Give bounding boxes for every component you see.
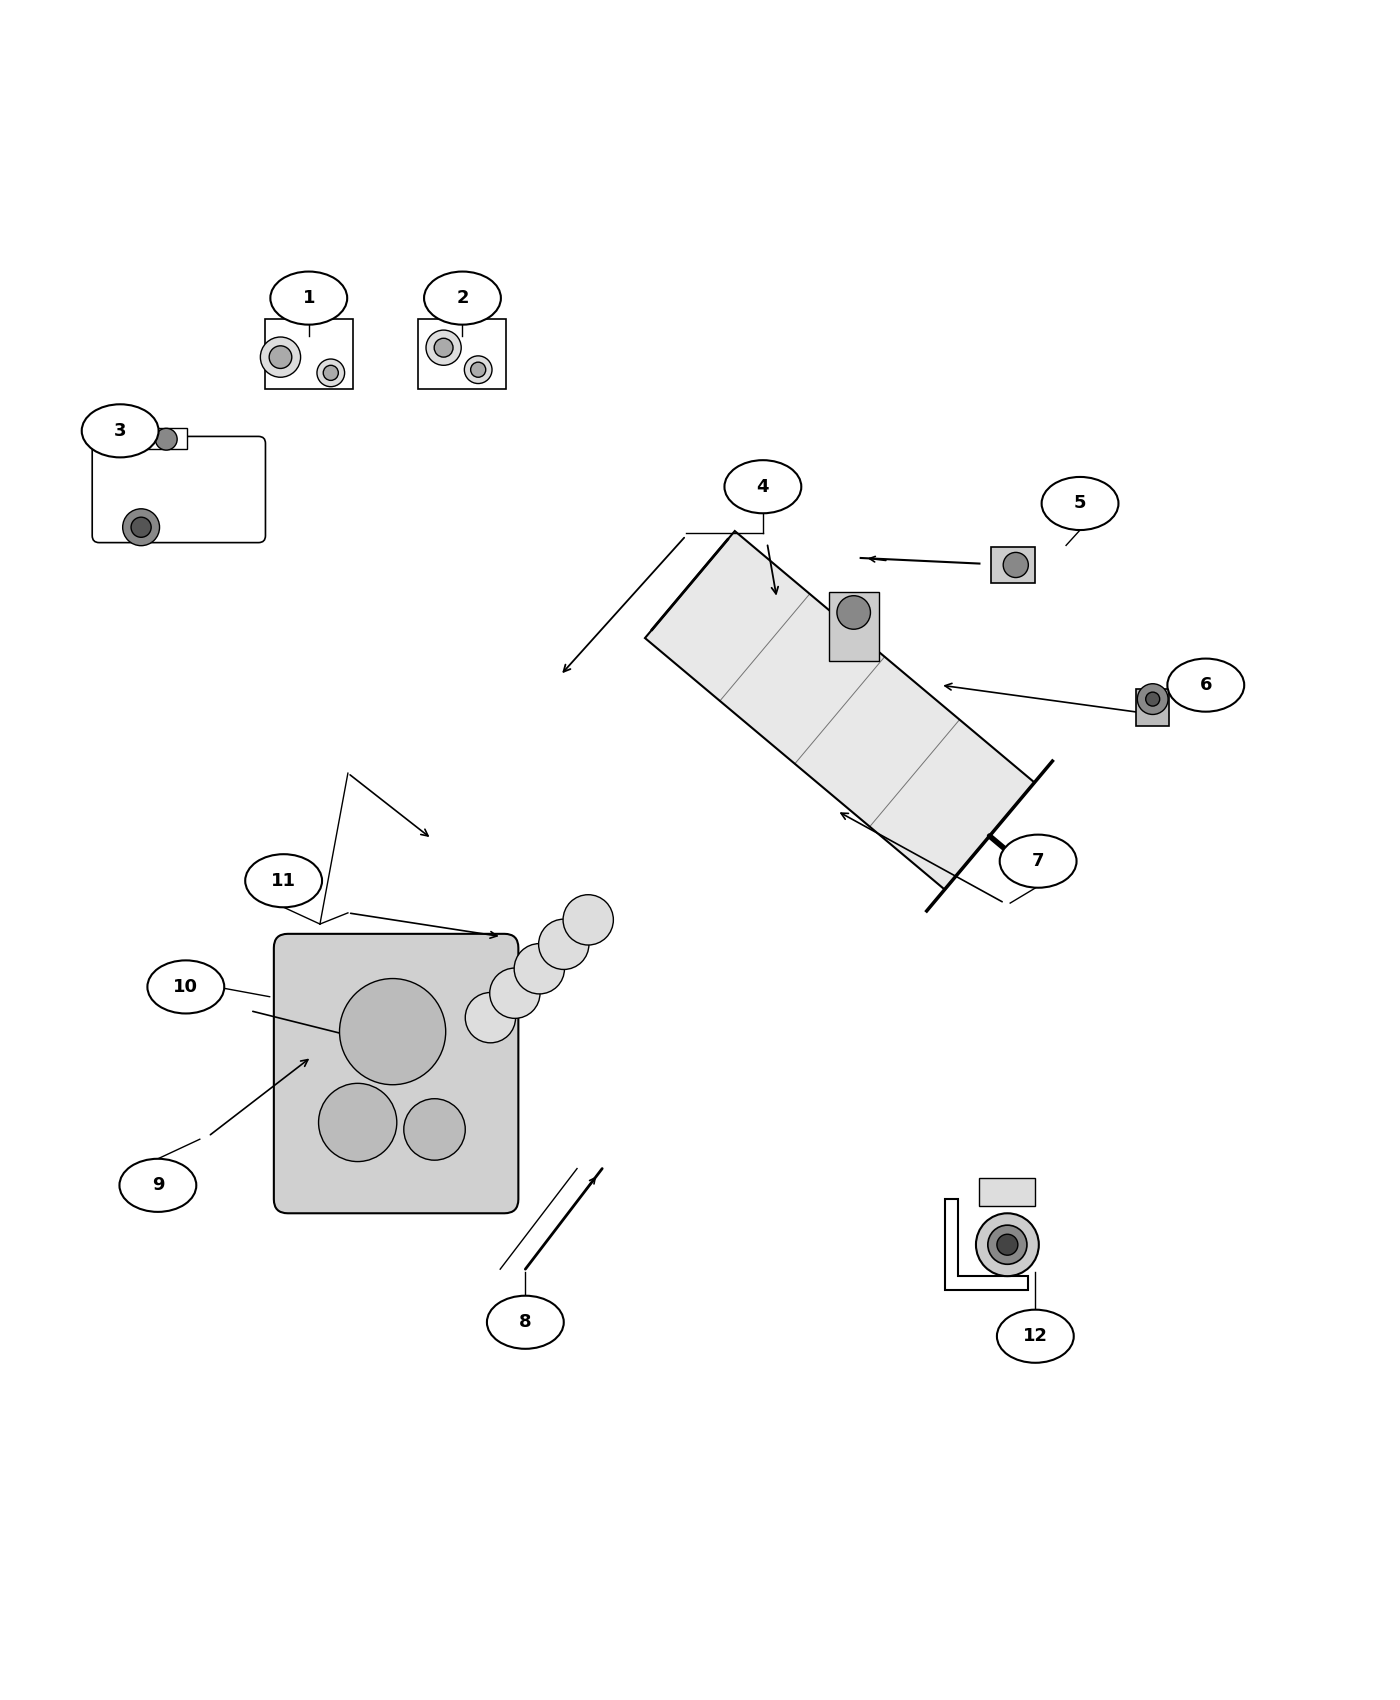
Circle shape	[434, 338, 454, 357]
Circle shape	[316, 359, 344, 386]
Text: 2: 2	[456, 289, 469, 308]
Circle shape	[340, 979, 445, 1085]
Ellipse shape	[147, 960, 224, 1013]
FancyBboxPatch shape	[92, 437, 266, 542]
Text: 8: 8	[519, 1314, 532, 1331]
Circle shape	[490, 967, 540, 1018]
FancyBboxPatch shape	[991, 547, 1036, 583]
Circle shape	[563, 894, 613, 945]
Circle shape	[514, 944, 564, 994]
Circle shape	[1137, 683, 1168, 714]
Circle shape	[323, 366, 339, 381]
Ellipse shape	[1000, 835, 1077, 887]
Text: 1: 1	[302, 289, 315, 308]
Circle shape	[465, 355, 491, 384]
FancyBboxPatch shape	[419, 320, 507, 389]
Circle shape	[426, 330, 461, 366]
Text: 11: 11	[272, 872, 297, 889]
Circle shape	[997, 1234, 1018, 1255]
Ellipse shape	[81, 405, 158, 457]
FancyBboxPatch shape	[980, 1178, 1036, 1207]
Circle shape	[465, 993, 515, 1042]
Circle shape	[132, 517, 151, 537]
Text: 6: 6	[1200, 677, 1212, 694]
Ellipse shape	[270, 272, 347, 325]
Text: 9: 9	[151, 1176, 164, 1195]
Circle shape	[1004, 552, 1029, 578]
FancyBboxPatch shape	[146, 428, 188, 449]
Circle shape	[837, 595, 871, 629]
Circle shape	[403, 1098, 465, 1159]
Circle shape	[1145, 692, 1159, 706]
Circle shape	[988, 1226, 1028, 1265]
Ellipse shape	[487, 1295, 564, 1348]
Text: 7: 7	[1032, 852, 1044, 870]
Ellipse shape	[724, 461, 801, 513]
Circle shape	[260, 337, 301, 377]
Text: 10: 10	[174, 977, 199, 996]
Circle shape	[976, 1214, 1039, 1277]
Circle shape	[155, 428, 178, 450]
Polygon shape	[945, 1198, 1029, 1290]
Circle shape	[470, 362, 486, 377]
Ellipse shape	[1168, 658, 1245, 712]
Ellipse shape	[245, 853, 322, 908]
FancyBboxPatch shape	[274, 933, 518, 1214]
FancyBboxPatch shape	[265, 320, 353, 389]
Polygon shape	[645, 530, 1035, 889]
Text: 12: 12	[1023, 1328, 1047, 1345]
Circle shape	[123, 508, 160, 546]
Ellipse shape	[424, 272, 501, 325]
Circle shape	[269, 345, 291, 369]
Circle shape	[539, 920, 589, 969]
Text: 3: 3	[113, 422, 126, 440]
FancyBboxPatch shape	[1135, 688, 1169, 726]
FancyBboxPatch shape	[829, 592, 879, 661]
Text: 4: 4	[756, 478, 769, 496]
Circle shape	[319, 1083, 396, 1161]
Ellipse shape	[1042, 478, 1119, 530]
Text: 5: 5	[1074, 495, 1086, 512]
Ellipse shape	[119, 1159, 196, 1212]
Ellipse shape	[997, 1309, 1074, 1363]
